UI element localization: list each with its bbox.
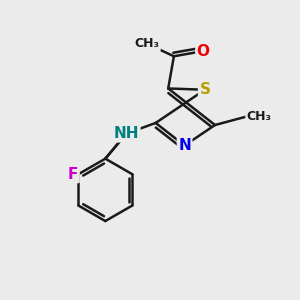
Text: CH₃: CH₃ [134,37,160,50]
Text: N: N [178,138,191,153]
Text: O: O [197,44,210,59]
Text: NH: NH [114,126,139,141]
Text: F: F [68,167,78,182]
Text: S: S [200,82,210,97]
Text: CH₃: CH₃ [247,110,272,123]
